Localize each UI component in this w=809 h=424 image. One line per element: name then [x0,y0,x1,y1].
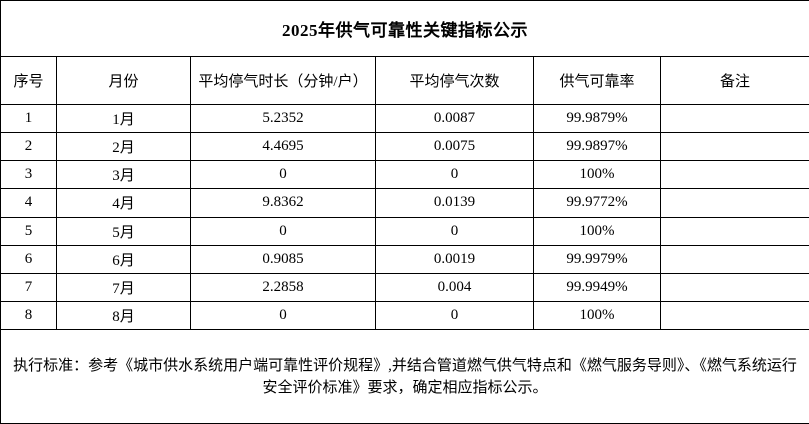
table-cell: 3 [0,160,57,190]
table-cell: 99.9897% [533,131,661,162]
table-cell [659,216,809,246]
table-cell: 0.0019 [375,244,534,274]
table-row: 8 8月 0 0 100% [0,301,809,331]
table-row: 2 2月 4.4695 0.0075 99.9897% [0,131,809,162]
table-cell: 9.8362 [190,188,376,218]
table-cell: 0 [190,301,376,331]
table-cell: 2 [0,131,57,162]
table-body: 1 1月 5.2352 0.0087 99.9879% 2 2月 4.4695 0.0075 99… [0,103,809,331]
table-cell: 0.004 [375,272,534,303]
title-row: 2025年供气可靠性关键指标公示 [0,0,809,58]
table-cell [659,103,809,134]
table-cell: 100% [533,160,661,190]
table-cell: 8 [0,301,57,331]
column-header-index: 序号 [0,56,57,105]
table-header-row: 序号 月份 平均停气时长（分钟/户） 平均停气次数 供气可靠率 备注 [0,56,809,105]
table-cell: 0 [375,216,534,246]
table-cell: 5.2352 [190,103,376,134]
table-row: 3 3月 0 0 100% [0,160,809,190]
table-cell: 0 [375,301,534,331]
column-header-avg-outage-times: 平均停气次数 [375,56,534,105]
table-cell: 4月 [56,188,191,218]
table-cell: 2.2858 [190,272,376,303]
page-title: 2025年供气可靠性关键指标公示 [0,0,809,58]
table-row: 7 7月 2.2858 0.004 99.9949% [0,272,809,303]
table-cell: 6月 [56,244,191,274]
table-cell: 7 [0,272,57,303]
table-cell: 4.4695 [190,131,376,162]
table-cell [659,188,809,218]
table-cell: 99.9879% [533,103,661,134]
table-row: 6 6月 0.9085 0.0019 99.9979% [0,244,809,274]
table-cell: 2月 [56,131,191,162]
table-cell: 99.9772% [533,188,661,218]
table-cell: 4 [0,188,57,218]
table-cell: 1月 [56,103,191,134]
table-cell [659,160,809,190]
table-cell: 0 [190,216,376,246]
table-cell: 99.9979% [533,244,661,274]
table-row: 5 5月 0 0 100% [0,216,809,246]
column-header-avg-outage-duration: 平均停气时长（分钟/户） [190,56,376,105]
table-cell: 0.0087 [375,103,534,134]
column-header-month: 月份 [56,56,191,105]
table-cell: 5月 [56,216,191,246]
table-cell: 8月 [56,301,191,331]
footer-row: 执行标准：参考《城市供水系统用户端可靠性评价规程》,并结合管道燃气供气特点和《燃… [0,329,809,424]
table-cell: 7月 [56,272,191,303]
table-cell [659,244,809,274]
column-header-supply-reliability: 供气可靠率 [533,56,661,105]
table-cell [659,131,809,162]
table-cell: 1 [0,103,57,134]
table-row: 1 1月 5.2352 0.0087 99.9879% [0,103,809,134]
column-header-remark: 备注 [659,56,809,105]
table-cell: 100% [533,301,661,331]
table-row: 4 4月 9.8362 0.0139 99.9772% [0,188,809,218]
table-cell: 0.0075 [375,131,534,162]
table-cell: 99.9949% [533,272,661,303]
table-cell: 6 [0,244,57,274]
table-cell [659,272,809,303]
table-cell: 100% [533,216,661,246]
table-cell [659,301,809,331]
table-cell: 0 [190,160,376,190]
table-cell: 3月 [56,160,191,190]
execution-standard-note: 执行标准：参考《城市供水系统用户端可靠性评价规程》,并结合管道燃气供气特点和《燃… [0,329,809,424]
table-cell: 0 [375,160,534,190]
table-cell: 5 [0,216,57,246]
table-cell: 0.0139 [375,188,534,218]
table-cell: 0.9085 [190,244,376,274]
